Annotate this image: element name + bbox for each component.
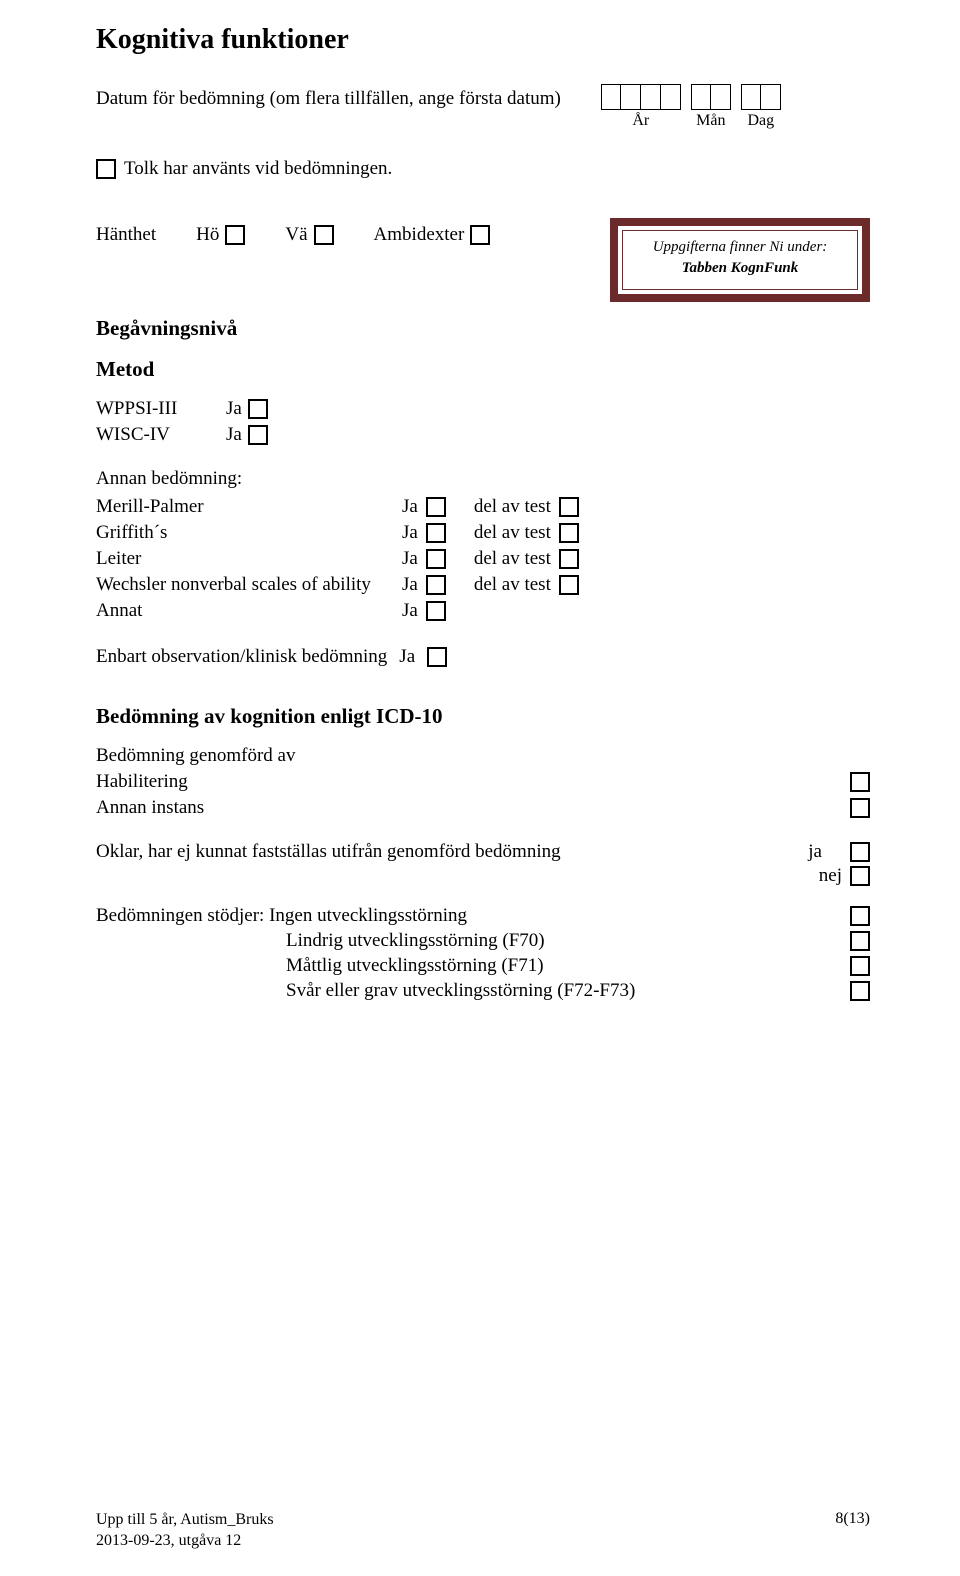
date-section: Datum för bedömning (om flera tillfällen…: [96, 84, 870, 130]
stod3-checkbox[interactable]: [850, 981, 870, 1001]
merill-label: Merill-Palmer: [96, 496, 386, 518]
ja-label: Ja: [399, 646, 415, 668]
handedness-va-checkbox[interactable]: [314, 225, 334, 245]
delavtest-label: del av test: [474, 522, 551, 544]
leiter-label: Leiter: [96, 548, 386, 570]
wisc-label: WISC-IV: [96, 424, 216, 446]
observation-row: Enbart observation/klinisk bedömning Ja: [96, 646, 870, 668]
wechsler-label: Wechsler nonverbal scales of ability: [96, 574, 386, 596]
griffith-ja-checkbox[interactable]: [426, 523, 446, 543]
footer-page: 8(13): [835, 1510, 870, 1552]
oklar-ja-label: ja: [808, 841, 822, 863]
ja-label: Ja: [402, 522, 418, 544]
observation-checkbox[interactable]: [427, 647, 447, 667]
annan-instans-label: Annan instans: [96, 797, 204, 819]
oklar-ja-checkbox[interactable]: [850, 842, 870, 862]
tolk-label: Tolk har använts vid bedömningen.: [124, 158, 392, 180]
callout-line1: Uppgifterna finner Ni under:: [633, 239, 847, 256]
page-footer: Upp till 5 år, Autism_Bruks 2013-09-23, …: [96, 1510, 870, 1552]
handedness-row: Hänthet Hö Vä Ambidexter: [96, 218, 490, 246]
day-cells[interactable]: [741, 84, 781, 110]
handedness-label: Hänthet: [96, 224, 156, 246]
metod-heading: Metod: [96, 357, 870, 382]
wppsi-label: WPPSI-III: [96, 398, 216, 420]
handedness-ambi-checkbox[interactable]: [470, 225, 490, 245]
stod-option-1: Lindrig utvecklingsstörning (F70): [286, 930, 545, 952]
ja-label: Ja: [402, 600, 418, 622]
genomford-av-label: Bedömning genomförd av: [96, 745, 870, 767]
annat-ja-checkbox[interactable]: [426, 601, 446, 621]
habilitering-checkbox[interactable]: [850, 772, 870, 792]
month-cells[interactable]: [691, 84, 731, 110]
annan-bedomning-label: Annan bedömning:: [96, 468, 870, 490]
ja-label: Ja: [226, 424, 242, 446]
month-label: Mån: [691, 112, 731, 130]
leiter-delavtest-checkbox[interactable]: [559, 549, 579, 569]
oklar-label: Oklar, har ej kunnat fastställas utifrån…: [96, 841, 561, 863]
ja-label: Ja: [402, 548, 418, 570]
page-title: Kognitiva funktioner: [96, 24, 870, 56]
begavning-heading: Begåvningsnivå: [96, 316, 870, 341]
handedness-ho-checkbox[interactable]: [225, 225, 245, 245]
wechsler-delavtest-checkbox[interactable]: [559, 575, 579, 595]
date-grid: År Mån Dag: [601, 84, 781, 130]
delavtest-label: del av test: [474, 548, 551, 570]
stod-option-0: Ingen utvecklingsstörning: [269, 905, 467, 927]
stod-option-3: Svår eller grav utvecklingsstörning (F72…: [286, 980, 635, 1002]
handedness-ambi-label: Ambidexter: [374, 224, 465, 246]
merill-ja-checkbox[interactable]: [426, 497, 446, 517]
tolk-checkbox[interactable]: [96, 159, 116, 179]
ja-label: Ja: [226, 398, 242, 420]
stod1-checkbox[interactable]: [850, 931, 870, 951]
habilitering-label: Habilitering: [96, 771, 188, 793]
leiter-ja-checkbox[interactable]: [426, 549, 446, 569]
ja-label: Ja: [402, 574, 418, 596]
wppsi-checkbox[interactable]: [248, 399, 268, 419]
wisc-checkbox[interactable]: [248, 425, 268, 445]
handedness-ho-label: Hö: [196, 224, 219, 246]
icd-heading: Bedömning av kognition enligt ICD-10: [96, 704, 870, 729]
stod-option-2: Måttlig utvecklingsstörning (F71): [286, 955, 544, 977]
wechsler-ja-checkbox[interactable]: [426, 575, 446, 595]
callout-line2: Tabben KognFunk: [633, 260, 847, 277]
stod0-checkbox[interactable]: [850, 906, 870, 926]
griffith-label: Griffith´s: [96, 522, 386, 544]
annat-label: Annat: [96, 600, 386, 622]
griffith-delavtest-checkbox[interactable]: [559, 523, 579, 543]
merill-delavtest-checkbox[interactable]: [559, 497, 579, 517]
handedness-va-label: Vä: [285, 224, 307, 246]
delavtest-label: del av test: [474, 574, 551, 596]
annan-instans-checkbox[interactable]: [850, 798, 870, 818]
stod2-checkbox[interactable]: [850, 956, 870, 976]
year-cells[interactable]: [601, 84, 681, 110]
footer-line1: Upp till 5 år, Autism_Bruks: [96, 1510, 274, 1531]
date-label: Datum för bedömning (om flera tillfällen…: [96, 84, 561, 110]
delavtest-label: del av test: [474, 496, 551, 518]
oklar-nej-checkbox[interactable]: [850, 866, 870, 886]
observation-label: Enbart observation/klinisk bedömning: [96, 646, 387, 668]
footer-line2: 2013-09-23, utgåva 12: [96, 1531, 274, 1552]
year-label: År: [601, 112, 681, 130]
tolk-row: Tolk har använts vid bedömningen.: [96, 158, 870, 180]
oklar-nej-label: nej: [819, 865, 842, 887]
info-callout: Uppgifterna finner Ni under: Tabben Kogn…: [610, 218, 870, 302]
day-label: Dag: [741, 112, 781, 130]
stodjer-prefix: Bedömningen stödjer:: [96, 905, 264, 927]
ja-label: Ja: [402, 496, 418, 518]
